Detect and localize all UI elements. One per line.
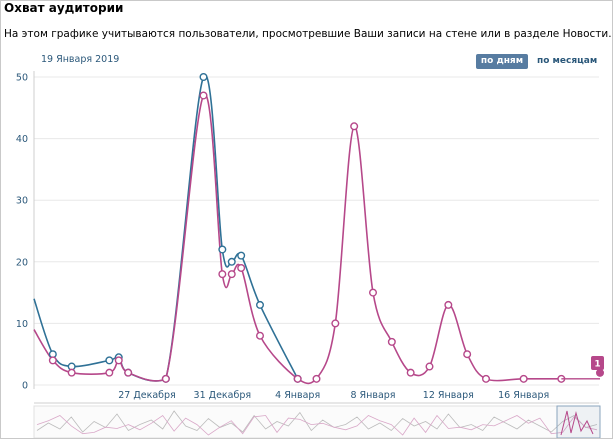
data-point[interactable] [67,368,76,377]
last-value-badge-box [591,356,604,370]
data-point[interactable] [218,270,227,279]
data-point[interactable] [255,300,264,309]
navigator-track[interactable] [33,405,601,438]
data-point[interactable] [387,337,396,346]
data-point[interactable] [331,319,340,328]
badge-dot [596,368,604,377]
series-lines [33,74,562,385]
x-tick-label: 4 Января [275,390,320,401]
data-point[interactable] [255,331,264,340]
x-tick-label: 8 Января [350,390,395,401]
x-tick-label: 31 Декабря [194,390,252,401]
data-point[interactable] [48,356,57,365]
data-point[interactable] [105,368,114,377]
data-point[interactable] [227,257,236,266]
data-point[interactable] [218,245,227,254]
data-point[interactable] [199,91,208,100]
y-tick-label: 30 [16,196,28,207]
y-tick-label: 50 [16,73,28,84]
data-point[interactable] [237,251,246,260]
data-point[interactable] [199,72,208,81]
last-value-badge: 1 [561,356,604,380]
y-axis: 0 10 20 30 40 50 [16,73,28,392]
panel-title: Охват аудитории [4,1,124,15]
data-point[interactable] [482,374,491,383]
data-point[interactable] [105,356,114,365]
data-point[interactable] [369,288,378,297]
data-point[interactable] [406,368,415,377]
data-point[interactable] [519,374,528,383]
x-tick-label: 16 Января [498,390,549,401]
series-points [48,72,566,383]
x-axis: 27 Декабря 31 Декабря 4 Января 8 Января 12 Я… [118,390,549,401]
tab-by-days[interactable]: по дням [476,54,528,69]
range-navigator[interactable] [33,405,601,438]
selected-date: 19 Января 2019 [41,54,120,65]
panel-description: На этом графике учитываются пользователи… [4,28,612,40]
data-point[interactable] [463,350,472,359]
navigator-selected-sparkline [560,410,594,436]
y-tick-label: 20 [16,257,28,268]
navigator-sparkline-pink [36,414,598,436]
data-point[interactable] [444,300,453,309]
data-point[interactable] [237,263,246,272]
data-point[interactable] [227,270,236,279]
data-point[interactable] [425,362,434,371]
x-tick-label: 27 Декабря [118,390,176,401]
tab-by-months[interactable]: по месяцам [537,56,598,66]
data-point[interactable] [293,374,302,383]
data-point[interactable] [312,374,321,383]
data-point[interactable] [161,374,170,383]
x-tick-label: 12 Января [423,390,474,401]
last-value-badge-text: 1 [594,360,600,370]
chart-grid [33,71,599,404]
series-line-1 [33,93,562,385]
data-point[interactable] [350,122,359,131]
y-tick-label: 10 [16,319,28,330]
y-tick-label: 40 [16,134,28,145]
data-point[interactable] [114,356,123,365]
y-tick-label: 0 [22,381,28,392]
data-point[interactable] [124,368,133,377]
